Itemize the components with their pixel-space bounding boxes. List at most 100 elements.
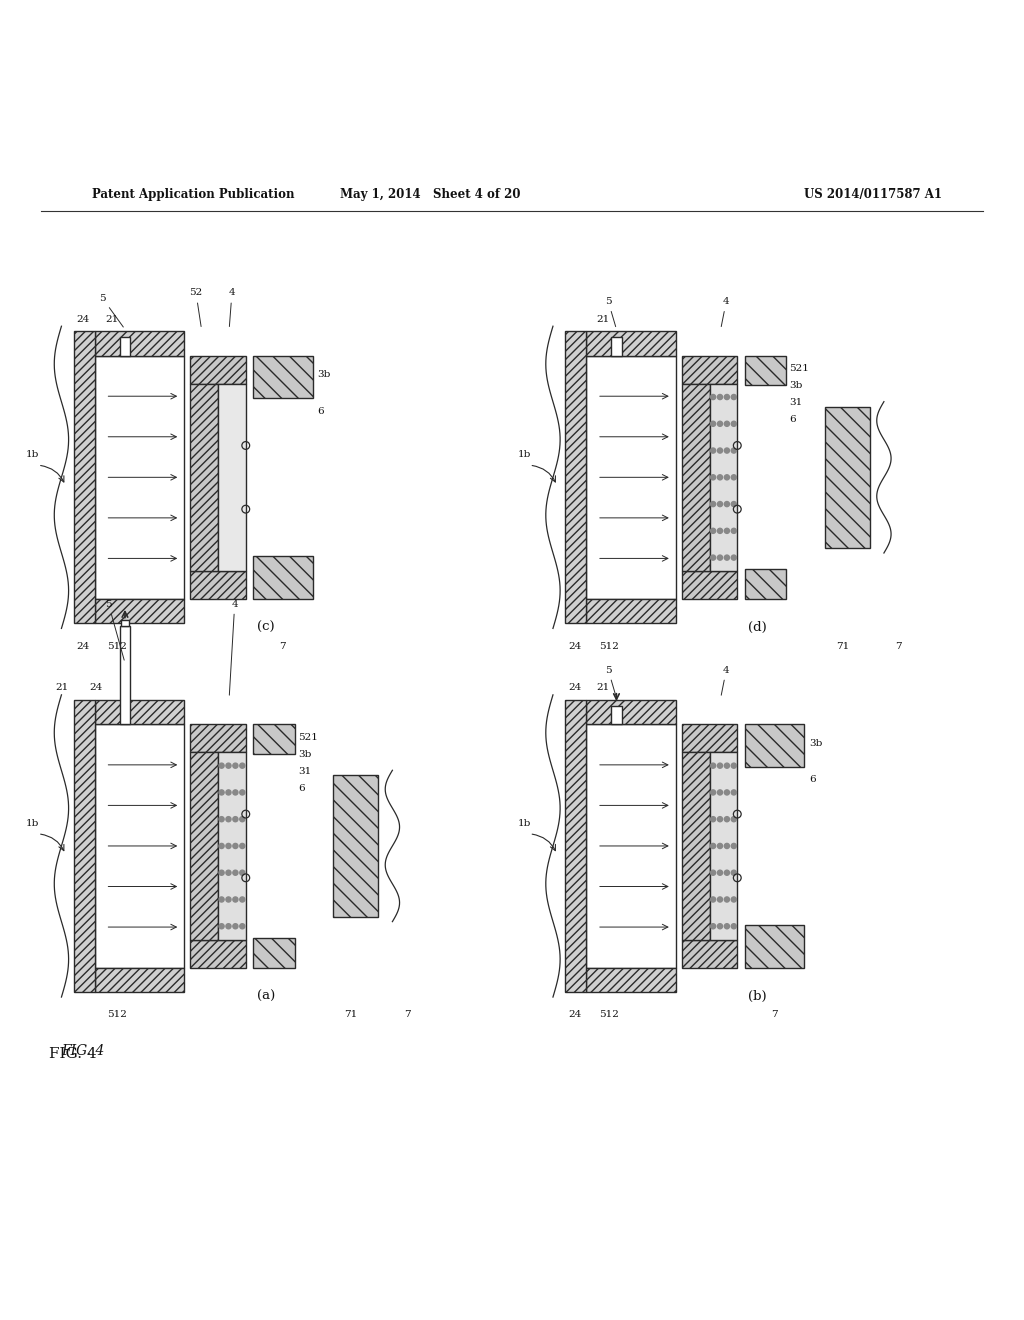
Text: 4: 4 — [721, 297, 729, 326]
Circle shape — [731, 502, 736, 507]
Circle shape — [718, 789, 723, 795]
Bar — [333, 775, 378, 916]
Circle shape — [711, 843, 716, 849]
Circle shape — [711, 870, 716, 875]
Bar — [253, 725, 295, 754]
Bar — [120, 626, 130, 725]
Circle shape — [219, 843, 224, 849]
Bar — [253, 937, 295, 968]
Circle shape — [718, 395, 723, 400]
Circle shape — [724, 447, 729, 453]
Text: 1b: 1b — [26, 450, 40, 459]
Bar — [253, 355, 312, 399]
Text: 521: 521 — [790, 364, 809, 374]
Text: 4: 4 — [229, 599, 238, 696]
Circle shape — [724, 554, 729, 560]
Bar — [611, 706, 622, 725]
Text: (a): (a) — [257, 990, 275, 1003]
Circle shape — [219, 817, 224, 822]
Text: 21: 21 — [597, 684, 610, 692]
Text: Patent Application Publication: Patent Application Publication — [92, 187, 295, 201]
Text: 24: 24 — [77, 642, 90, 651]
Text: 1b: 1b — [517, 818, 531, 828]
Bar — [190, 752, 218, 940]
Bar — [682, 355, 737, 384]
Circle shape — [711, 502, 716, 507]
Circle shape — [711, 817, 716, 822]
Circle shape — [718, 421, 723, 426]
Circle shape — [724, 817, 729, 822]
Bar — [587, 355, 676, 599]
Circle shape — [240, 817, 245, 822]
Bar — [95, 599, 184, 623]
Bar — [682, 572, 737, 599]
Circle shape — [232, 817, 238, 822]
Bar — [587, 968, 676, 991]
Text: 3b: 3b — [809, 739, 822, 748]
Circle shape — [731, 554, 736, 560]
Text: 5: 5 — [605, 665, 615, 696]
Bar — [218, 752, 246, 940]
Text: 7: 7 — [771, 1010, 777, 1019]
Circle shape — [718, 843, 723, 849]
Circle shape — [226, 924, 231, 929]
Text: 5: 5 — [605, 297, 615, 326]
Text: 7: 7 — [895, 642, 902, 651]
Circle shape — [724, 395, 729, 400]
Text: 21: 21 — [597, 314, 610, 323]
Bar — [682, 940, 737, 968]
Text: 52: 52 — [189, 289, 203, 326]
Text: 7: 7 — [403, 1010, 411, 1019]
Bar — [587, 599, 676, 623]
Circle shape — [232, 896, 238, 902]
Circle shape — [219, 870, 224, 875]
Circle shape — [226, 817, 231, 822]
Bar — [95, 968, 184, 991]
Bar — [682, 384, 710, 572]
Bar — [710, 384, 737, 572]
Circle shape — [226, 789, 231, 795]
Circle shape — [724, 870, 729, 875]
Circle shape — [240, 763, 245, 768]
Bar — [682, 725, 737, 752]
Circle shape — [226, 843, 231, 849]
Text: 512: 512 — [599, 642, 618, 651]
Circle shape — [731, 924, 736, 929]
Bar — [218, 384, 246, 572]
Circle shape — [711, 763, 716, 768]
Bar — [120, 338, 130, 355]
Text: 4: 4 — [228, 289, 236, 326]
Circle shape — [718, 896, 723, 902]
Bar — [95, 331, 184, 355]
Circle shape — [718, 870, 723, 875]
Bar — [74, 700, 95, 991]
Circle shape — [724, 763, 729, 768]
Text: (b): (b) — [749, 990, 767, 1003]
Text: 512: 512 — [108, 1010, 127, 1019]
Circle shape — [718, 554, 723, 560]
Text: 24: 24 — [568, 684, 582, 692]
Text: 24: 24 — [77, 314, 90, 323]
Text: (c): (c) — [257, 622, 275, 635]
Bar — [121, 620, 129, 626]
Text: 4: 4 — [721, 665, 729, 696]
Circle shape — [724, 896, 729, 902]
Circle shape — [232, 789, 238, 795]
Circle shape — [219, 763, 224, 768]
Circle shape — [240, 896, 245, 902]
Bar — [190, 355, 246, 384]
Text: 24: 24 — [89, 684, 102, 692]
Circle shape — [724, 502, 729, 507]
Circle shape — [711, 896, 716, 902]
Text: 3b: 3b — [298, 750, 311, 759]
Bar — [744, 925, 804, 968]
Circle shape — [731, 896, 736, 902]
Bar — [253, 557, 312, 599]
Bar — [565, 331, 587, 623]
Bar — [565, 700, 587, 991]
Circle shape — [731, 843, 736, 849]
Text: FIG. 4: FIG. 4 — [49, 1047, 97, 1061]
Circle shape — [731, 447, 736, 453]
Circle shape — [711, 789, 716, 795]
Text: 3b: 3b — [317, 371, 331, 379]
